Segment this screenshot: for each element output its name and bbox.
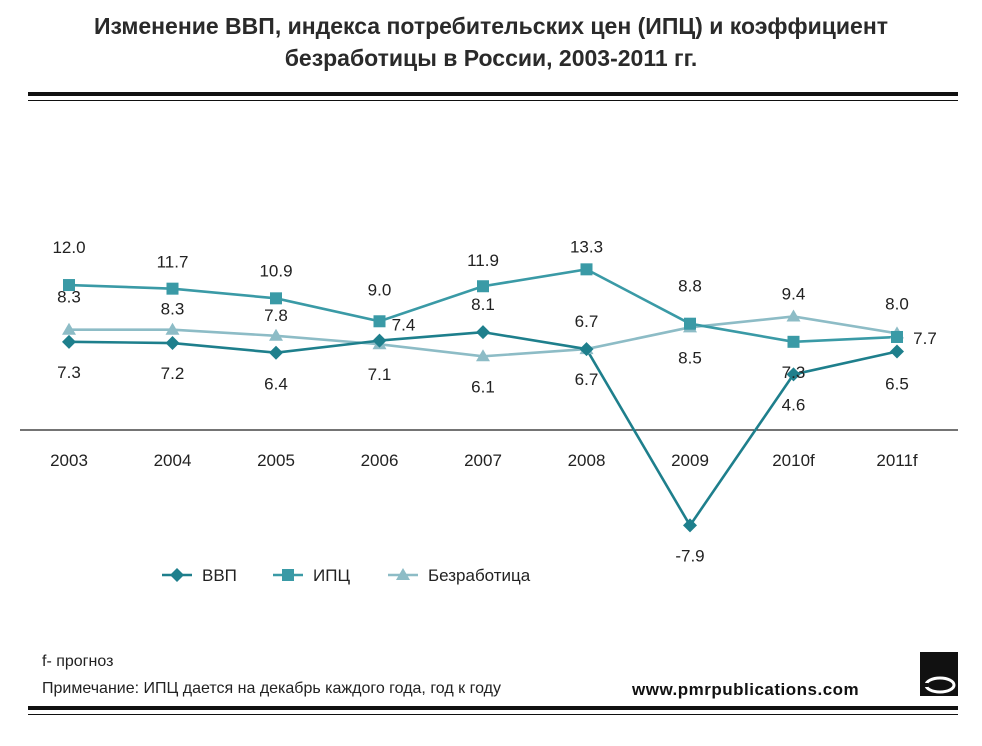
x-tick-label: 2003 [50,451,88,470]
data-point [373,315,386,328]
data-label: -7.9 [675,546,704,565]
data-label: 7.2 [161,364,185,383]
data-label: 11.7 [157,253,189,272]
legend-marker [396,568,410,580]
data-label: 9.0 [368,280,392,299]
data-label: 7.3 [57,363,81,382]
x-tick-label: 2009 [671,451,709,470]
remark-note: Примечание: ИПЦ дается на декабрь каждог… [42,680,501,697]
data-point [683,518,697,533]
x-tick-label: 2008 [568,451,606,470]
data-label: 6.4 [264,375,288,394]
data-point [165,336,180,351]
chart-title-line1: Изменение ВВП, индекса потребительских ц… [93,13,889,39]
x-tick-label: 2010f [772,451,815,470]
data-label: 8.1 [471,295,495,314]
data-point [63,279,75,292]
data-point [62,322,76,335]
data-point [476,325,490,340]
data-point [269,345,283,360]
data-point [476,349,490,362]
x-tick-label: 2004 [154,451,192,470]
data-point [684,317,696,330]
data-label: 8.5 [678,348,702,367]
title-rule-thin [28,100,958,101]
data-label: 7.8 [264,306,288,325]
data-point [786,309,801,322]
data-point [580,263,593,276]
legend-label: ИПЦ [313,566,350,585]
forecast-note: f- прогноз [42,653,114,670]
data-point [269,328,283,341]
data-point [891,330,903,343]
data-point [166,282,179,295]
data-label: 8.3 [57,288,81,307]
legend-label: Безработица [428,566,531,585]
x-tick-label: 2006 [361,451,399,470]
footer-rule-thin [28,714,958,715]
data-point [477,280,489,293]
data-label: 12.0 [52,238,85,257]
data-point [579,342,594,357]
line-chart: 2003 2004 2005 2006 2007 2008 2009 2010f 2011f 7.… [20,237,958,585]
data-label: 10.9 [259,261,292,280]
data-point [890,344,904,359]
data-label: 6.1 [471,377,495,396]
data-point [786,367,801,382]
data-label: 6.5 [885,374,909,393]
chart-title: Изменение ВВП, индекса потребительских ц… [0,10,982,74]
data-point [270,292,282,305]
data-label: 6.7 [575,312,599,331]
data-label: 11.9 [467,251,499,270]
data-point [372,333,387,348]
data-label: 13.3 [570,237,603,256]
data-label: 7.4 [392,316,416,335]
data-label: 7.7 [913,329,937,348]
title-rule-thick [28,92,958,96]
publisher-logo [920,652,958,696]
data-point [62,334,76,349]
chart-title-line2: безработицы в России, 2003-2011 гг. [284,45,698,71]
data-point [165,322,180,335]
data-label: 8.8 [678,277,702,296]
x-tick-label: 2007 [464,451,502,470]
legend-marker [282,569,294,581]
data-label: 4.6 [782,395,806,414]
data-label: 7.3 [782,363,806,382]
data-point [787,335,800,348]
data-label: 7.1 [368,365,392,384]
data-label: 8.3 [161,300,185,319]
x-tick-label: 2005 [257,451,295,470]
data-label: 8.0 [885,294,909,313]
data-label: 6.7 [575,370,599,389]
website-label: www.pmrpublications.com [632,680,860,699]
legend-label: ВВП [202,566,237,585]
footer-rule-thick [28,706,958,710]
data-label: 9.4 [782,284,806,303]
x-tick-label: 2011f [876,451,918,470]
legend-marker [170,568,184,582]
